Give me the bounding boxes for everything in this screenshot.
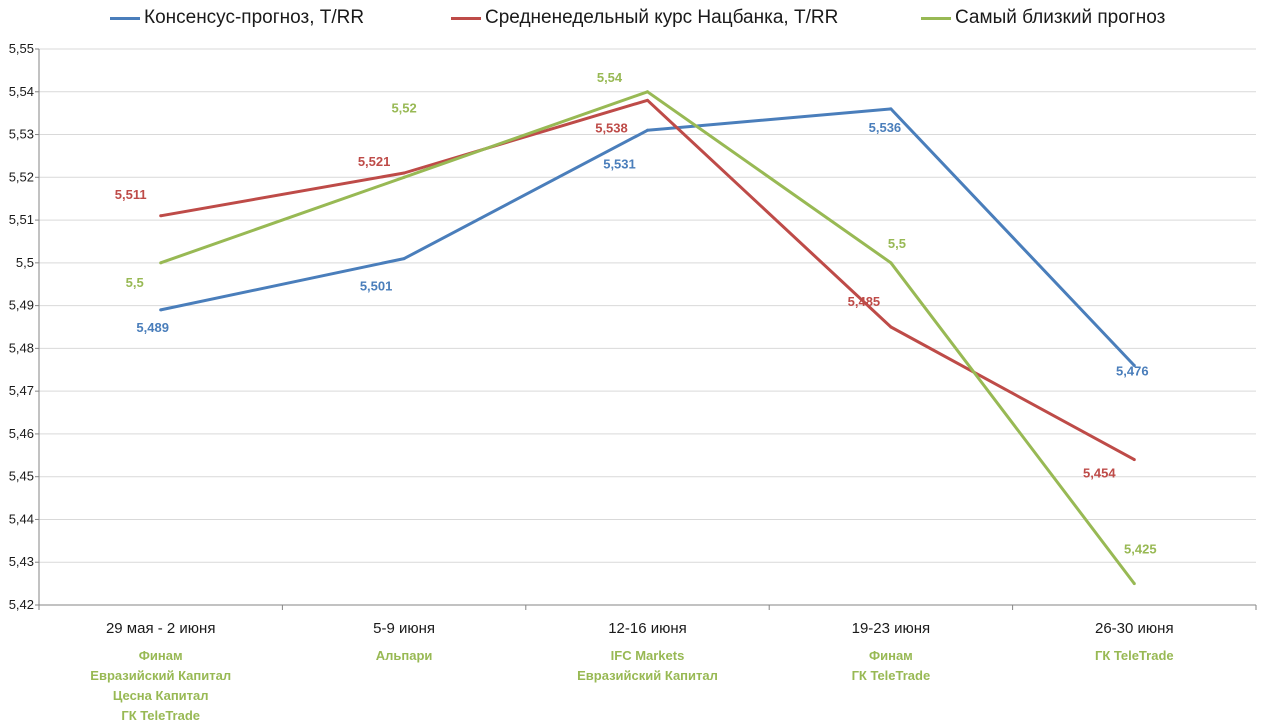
category-note: IFC Markets <box>611 648 685 663</box>
data-point-2 <box>889 261 893 265</box>
data-point-2 <box>1132 582 1136 586</box>
y-tick-label: 5,43 <box>9 554 34 569</box>
y-tick-label: 5,54 <box>9 84 34 99</box>
legend-label-closest: Самый близкий прогноз <box>955 7 1166 28</box>
y-tick-label: 5,5 <box>16 255 34 270</box>
data-label-2: 5,425 <box>1124 542 1157 557</box>
x-tick-label: 19-23 июня <box>852 620 931 637</box>
y-tick-label: 5,42 <box>9 597 34 612</box>
series-line-2 <box>160 90 1136 585</box>
data-point-1 <box>402 171 406 175</box>
legend-item-closest: Самый близкий прогноз <box>921 7 1165 29</box>
category-note: Евразийский Капитал <box>90 668 231 683</box>
y-tick-label: 5,51 <box>9 212 34 227</box>
data-point-0 <box>1132 363 1136 367</box>
data-label-0: 5,501 <box>360 279 393 294</box>
data-label-0: 5,536 <box>869 120 902 135</box>
data-point-1 <box>159 214 163 218</box>
y-tick-label: 5,46 <box>9 426 34 441</box>
legend-swatch-natbank <box>451 16 481 20</box>
data-point-2 <box>159 261 163 265</box>
data-point-1 <box>646 98 649 102</box>
y-tick-label: 5,44 <box>9 511 34 526</box>
series-line-0 <box>160 107 1136 367</box>
x-tick-label: 5-9 июня <box>373 620 435 637</box>
legend-swatch-consensus <box>110 16 140 20</box>
category-note: Финам <box>869 648 913 663</box>
category-note: ГК TeleTrade <box>1095 648 1174 663</box>
legend-label-consensus: Консенсус-прогноз, Т/RR <box>144 7 365 28</box>
data-point-0 <box>159 308 163 312</box>
category-note: Альпари <box>376 648 433 663</box>
x-tick-label: 29 мая - 2 июня <box>106 620 216 637</box>
data-point-0 <box>889 107 893 111</box>
data-point-1 <box>889 325 893 329</box>
category-note: ГК TeleTrade <box>121 708 200 723</box>
data-label-2: 5,5 <box>888 236 906 251</box>
data-label-2: 5,5 <box>126 275 144 290</box>
data-point-2 <box>402 175 406 179</box>
data-label-1: 5,521 <box>358 154 391 169</box>
data-label-2: 5,52 <box>391 100 416 115</box>
data-label-0: 5,476 <box>1116 363 1149 378</box>
category-note: Евразийский Капитал <box>577 668 718 683</box>
category-note: Финам <box>139 648 183 663</box>
y-tick-label: 5,55 <box>9 41 34 56</box>
y-tick-label: 5,49 <box>9 298 34 313</box>
data-label-1: 5,511 <box>115 187 147 202</box>
legend: Консенсус-прогноз, Т/RR Средненедельный … <box>0 7 1270 35</box>
legend-label-natbank: Средненедельный курс Нацбанка, Т/RR <box>485 7 839 28</box>
data-label-2: 5,54 <box>597 70 623 85</box>
data-label-0: 5,531 <box>603 156 636 171</box>
legend-swatch-closest <box>921 16 951 20</box>
x-tick-label: 12-16 июня <box>608 620 687 637</box>
category-note: ГК TeleTrade <box>852 668 931 683</box>
data-point-2 <box>646 90 649 94</box>
y-tick-label: 5,47 <box>9 383 34 398</box>
y-tick-label: 5,45 <box>9 469 34 484</box>
data-point-0 <box>646 128 649 132</box>
legend-item-natbank: Средненедельный курс Нацбанка, Т/RR <box>451 7 838 29</box>
y-tick-label: 5,53 <box>9 127 34 142</box>
y-tick-label: 5,52 <box>9 169 34 184</box>
data-point-1 <box>1132 458 1136 462</box>
data-label-1: 5,485 <box>848 294 881 309</box>
data-label-1: 5,538 <box>595 120 628 135</box>
category-note: Цесна Капитал <box>113 688 209 703</box>
data-label-0: 5,489 <box>136 320 169 335</box>
data-label-1: 5,454 <box>1083 466 1116 481</box>
legend-item-consensus: Консенсус-прогноз, Т/RR <box>110 7 364 29</box>
y-tick-label: 5,48 <box>9 340 34 355</box>
data-point-0 <box>402 257 406 261</box>
x-tick-label: 26-30 июня <box>1095 620 1174 637</box>
